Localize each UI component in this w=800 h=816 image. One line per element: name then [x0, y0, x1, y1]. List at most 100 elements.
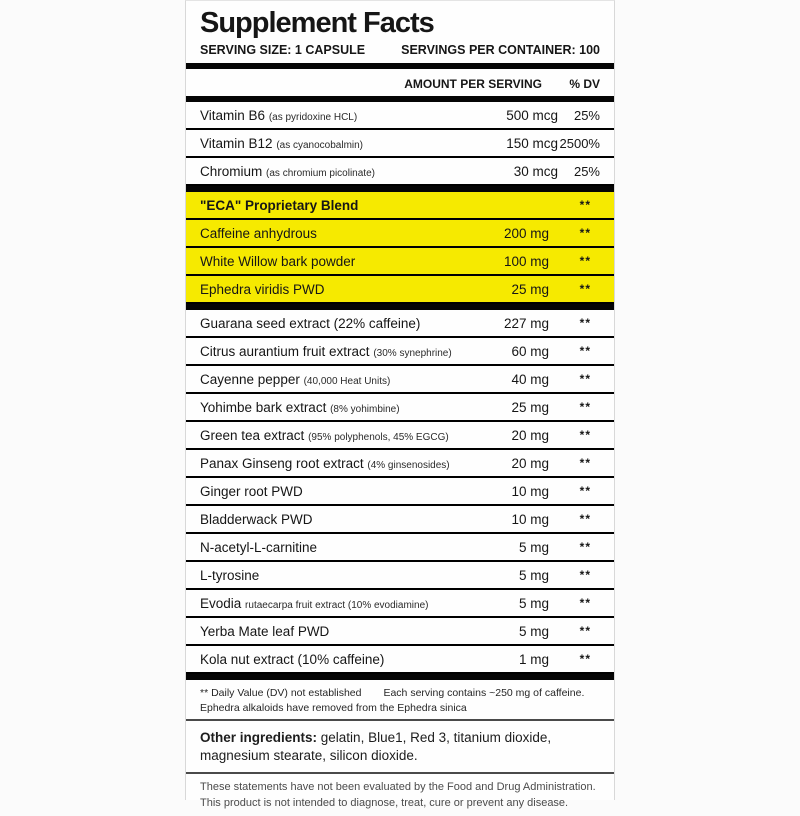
disclaimer-line-1: These statements have not been evaluated… — [200, 781, 596, 794]
ingredient-amount: 30 mcg — [513, 163, 558, 179]
divider-thin — [186, 772, 614, 775]
ingredient-row: Citrus aurantium fruit extract (30% syne… — [186, 338, 614, 367]
ingredient-amount: 200 mg — [503, 225, 549, 241]
ingredient-name: Vitamin B6 (as pyridoxine HCL) — [200, 107, 358, 123]
ingredient-amount: 25 mg — [511, 281, 549, 297]
ingredient-row: L-tyrosine 5 mg ** — [186, 562, 614, 591]
footnote-line-1: ** Daily Value (DV) not established Each … — [200, 686, 600, 701]
other-ingredients: Other ingredients: gelatin, Blue1, Red 3… — [186, 721, 614, 772]
ingredient-name: Vitamin B12 (as cyanocobalmin) — [200, 135, 364, 151]
ingredient-row: Yerba Mate leaf PWD 5 mg ** — [186, 618, 614, 647]
footnote-dv-text: ** Daily Value (DV) not established — [200, 687, 362, 700]
ingredient-row: Panax Ginseng root extract (4% ginsenosi… — [186, 450, 614, 479]
ingredient-row: Green tea extract (95% polyphenols, 45% … — [186, 422, 614, 451]
disclaimer-line-2: This product is not intended to diagnose… — [200, 797, 569, 810]
divider-thin — [186, 718, 614, 721]
divider-thick — [186, 304, 614, 311]
ingredient-dv: ** — [579, 456, 591, 471]
ingredient-row: "ECA" Proprietary Blend ** — [186, 192, 614, 221]
ingredient-row: Kola nut extract (10% caffeine) 1 mg ** — [186, 646, 614, 675]
ingredient-dv: ** — [579, 568, 591, 583]
ingredient-dv: ** — [579, 400, 591, 415]
ingredient-dv: ** — [579, 652, 591, 667]
ingredient-dv: ** — [579, 540, 591, 555]
ingredient-dv: 25% — [573, 107, 600, 123]
ingredient-amount: 5 mg — [518, 623, 549, 639]
ingredient-name: L-tyrosine — [200, 567, 260, 583]
divider-thick — [186, 96, 614, 103]
footnote: ** Daily Value (DV) not established Each … — [186, 680, 614, 718]
ingredient-name: Panax Ginseng root extract (4% ginsenosi… — [200, 455, 450, 471]
ingredient-name: White Willow bark powder — [200, 253, 356, 269]
ingredient-name: Evodia rutaecarpa fruit extract (10% evo… — [200, 595, 429, 611]
ingredient-amount: 227 mg — [503, 315, 549, 331]
percent-dv-header: % DV — [569, 77, 600, 92]
ingredient-dv: ** — [579, 624, 591, 639]
ingredient-dv: ** — [579, 254, 591, 269]
ingredient-amount: 150 mcg — [506, 135, 558, 151]
ingredient-name: Yerba Mate leaf PWD — [200, 623, 330, 639]
ingredient-name: Cayenne pepper (40,000 Heat Units) — [200, 371, 391, 387]
ingredient-amount: 100 mg — [503, 253, 549, 269]
ingredient-row: White Willow bark powder 100 mg ** — [186, 248, 614, 277]
column-header-row: AMOUNT PER SERVING % DV — [186, 69, 614, 96]
ingredient-amount: 40 mg — [511, 371, 549, 387]
ingredient-dv: 2500% — [559, 135, 600, 151]
ingredient-name: Yohimbe bark extract (8% yohimbine) — [200, 399, 400, 415]
ingredient-amount: 1 mg — [518, 651, 549, 667]
ingredient-dv: ** — [579, 428, 591, 443]
ingredient-name: Guarana seed extract (22% caffeine) — [200, 315, 421, 331]
ingredient-name: Green tea extract (95% polyphenols, 45% … — [200, 427, 449, 443]
ingredient-row: Guarana seed extract (22% caffeine) 227 … — [186, 310, 614, 339]
serving-size-text: SERVING SIZE: 1 CAPSULE — [200, 43, 366, 58]
other-ingredients-label: Other ingredients: — [200, 729, 318, 745]
ingredient-row: Caffeine anhydrous 200 mg ** — [186, 220, 614, 249]
other-ingredients-text: gelatin, Blue1, Red 3, titanium dioxide,… — [200, 729, 552, 764]
ingredient-dv: ** — [579, 484, 591, 499]
ingredient-dv: ** — [579, 596, 591, 611]
ingredient-dv: ** — [579, 316, 591, 331]
footnote-caffeine-text: Each serving contains ~250 mg of caffein… — [383, 687, 585, 700]
ingredient-name: Caffeine anhydrous — [200, 225, 317, 241]
ingredient-row: Cayenne pepper (40,000 Heat Units) 40 mg… — [186, 366, 614, 395]
servings-per-container-text: SERVINGS PER CONTAINER: 100 — [401, 43, 600, 58]
ingredient-amount: 500 mcg — [506, 107, 558, 123]
divider-thick — [186, 674, 614, 681]
footnote-ephedra-text: Ephedra alkaloids have removed from the … — [200, 702, 467, 715]
ingredient-name: N-acetyl-L-carnitine — [200, 539, 318, 555]
label-title: Supplement Facts — [200, 7, 435, 39]
divider-thick — [186, 186, 614, 193]
ingredient-amount: 5 mg — [518, 539, 549, 555]
ingredient-name: Kola nut extract (10% caffeine) — [200, 651, 385, 667]
ingredient-dv: ** — [579, 282, 591, 297]
ingredient-row: Ginger root PWD 10 mg ** — [186, 478, 614, 507]
ingredient-row: Bladderwack PWD 10 mg ** — [186, 506, 614, 535]
ingredient-name: Chromium (as chromium picolinate) — [200, 163, 375, 179]
ingredient-dv: ** — [579, 198, 591, 213]
ingredient-amount: 60 mg — [511, 343, 549, 359]
ingredient-name: "ECA" Proprietary Blend — [200, 197, 359, 213]
ingredient-dv: ** — [579, 512, 591, 527]
ingredient-amount: 5 mg — [518, 595, 549, 611]
fda-disclaimer: These statements have not been evaluated… — [186, 774, 614, 816]
ingredient-amount: 20 mg — [511, 455, 549, 471]
serving-info-row: SERVING SIZE: 1 CAPSULE SERVINGS PER CON… — [186, 43, 614, 63]
ingredient-rows: Vitamin B6 (as pyridoxine HCL) 500 mcg 2… — [186, 102, 614, 681]
ingredient-row: Yohimbe bark extract (8% yohimbine) 25 m… — [186, 394, 614, 423]
ingredient-row: Vitamin B6 (as pyridoxine HCL) 500 mcg 2… — [186, 102, 614, 131]
ingredient-name: Citrus aurantium fruit extract (30% syne… — [200, 343, 452, 359]
ingredient-dv: ** — [579, 344, 591, 359]
ingredient-amount: 10 mg — [511, 483, 549, 499]
amount-per-serving-header: AMOUNT PER SERVING — [404, 77, 542, 92]
ingredient-row: N-acetyl-L-carnitine 5 mg ** — [186, 534, 614, 563]
ingredient-row: Ephedra viridis PWD 25 mg ** — [186, 276, 614, 305]
ingredient-row: Evodia rutaecarpa fruit extract (10% evo… — [186, 590, 614, 619]
ingredient-dv: ** — [579, 226, 591, 241]
divider-thick — [186, 63, 614, 70]
ingredient-row: Chromium (as chromium picolinate) 30 mcg… — [186, 158, 614, 187]
ingredient-dv: ** — [579, 372, 591, 387]
ingredient-name: Bladderwack PWD — [200, 511, 313, 527]
ingredient-name: Ephedra viridis PWD — [200, 281, 325, 297]
ingredient-row: Vitamin B12 (as cyanocobalmin) 150 mcg 2… — [186, 130, 614, 159]
ingredient-name: Ginger root PWD — [200, 483, 303, 499]
